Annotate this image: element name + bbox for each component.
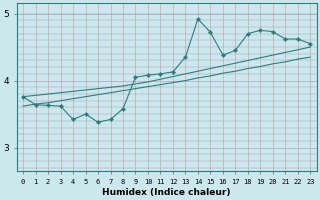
X-axis label: Humidex (Indice chaleur): Humidex (Indice chaleur) bbox=[102, 188, 231, 197]
